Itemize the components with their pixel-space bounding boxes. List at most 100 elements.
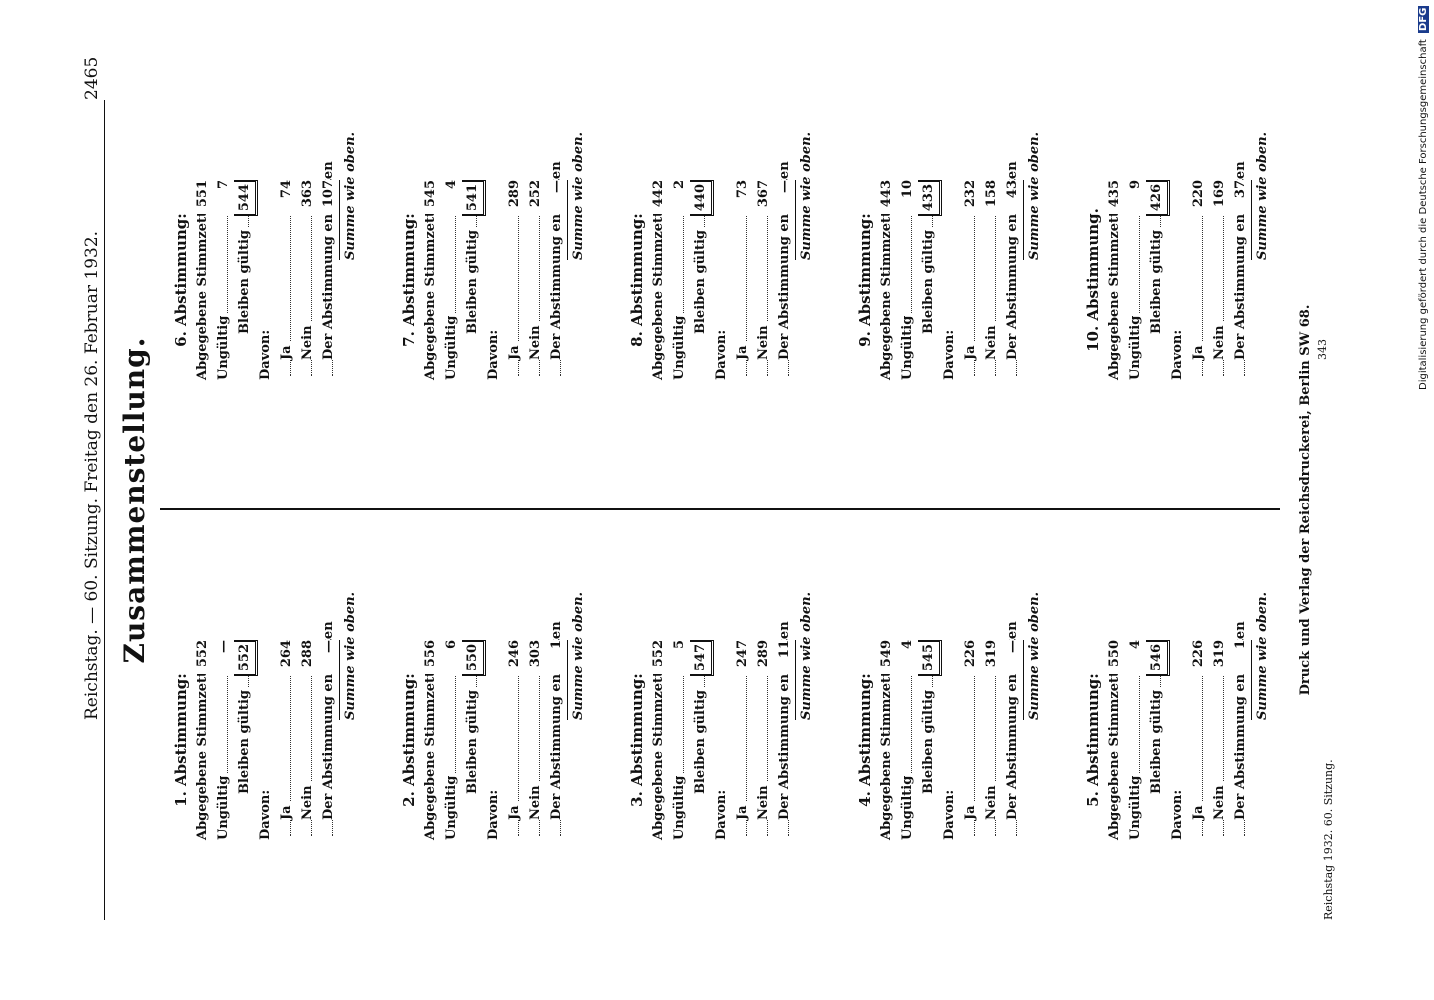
davon-row: Davon: (711, 640, 732, 840)
label-bleiben: Bleiben gültig (234, 687, 255, 794)
vote-row: Nein 169 (1209, 180, 1230, 380)
label-summe: Summe wie oben. (1027, 131, 1042, 260)
label-ja: Ja (960, 802, 981, 820)
label-abgegebene: Abgegebene Stimmzettel (876, 654, 897, 840)
vote-title: 3. Abstimmung: (628, 673, 646, 807)
label-abgegebene: Abgegebene Stimmzettel (192, 194, 213, 380)
vote-block: 9. Abstimmung: Abgegebene Stimmzettel 443 U… (854, 132, 1045, 380)
vote-row: Bleiben gültig 426 (1146, 180, 1170, 380)
vote-row: Der Abstimmung enthalten 11 (774, 618, 795, 840)
value-ja: 226 (960, 640, 981, 674)
vote-block: 6. Abstimmung: Abgegebene Stimmzettel 551 U… (170, 132, 361, 380)
vote-row: Nein 367 (753, 180, 774, 380)
summe-row: Summe wie oben. (339, 592, 361, 720)
vote-row: Der Abstimmung enthalten 1 (1230, 618, 1251, 840)
digitization-text: Digitalisierung gefördert durch die Deut… (1418, 39, 1429, 390)
vote-row: Ungültig 4 (1125, 640, 1146, 840)
value-abgegeben: 556 (420, 640, 441, 674)
bottom-number: 343 (1316, 339, 1329, 360)
header-rule (104, 100, 105, 920)
value-nein: 289 (753, 640, 774, 674)
label-davon: Davon: (711, 786, 732, 840)
label-davon: Davon: (1167, 326, 1188, 380)
label-nein: Nein (981, 322, 1002, 360)
value-ja: 232 (960, 180, 981, 214)
davon-row: Davon: (255, 180, 276, 380)
vote-row: Nein 303 (525, 640, 546, 840)
vote-row: Nein 288 (297, 640, 318, 840)
label-bleiben: Bleiben gültig (918, 687, 939, 794)
vote-row: Ungültig 10 (897, 180, 918, 380)
vote-block: 5. Abstimmung: Abgegebene Stimmzettel 550 U… (1082, 592, 1273, 840)
value-ungueltig: 5 (669, 640, 690, 674)
davon-row: Davon: (483, 180, 504, 380)
vote-row: Ungültig 7 (213, 180, 234, 380)
label-ja: Ja (1188, 802, 1209, 820)
label-davon: Davon: (483, 326, 504, 380)
vote-row: Der Abstimmung enthalten — (546, 158, 567, 380)
label-abgegebene: Abgegebene Stimmzettel (648, 194, 669, 380)
label-nein: Nein (525, 322, 546, 360)
value-abgegeben: 545 (420, 180, 441, 214)
value-ungueltig: 4 (1125, 640, 1146, 674)
vote-row: Abgegebene Stimmzettel 435 (1104, 180, 1125, 380)
vote-row: Bleiben gültig 546 (1146, 640, 1170, 840)
value-nein: 303 (525, 640, 546, 674)
vote-title: 7. Abstimmung: (400, 213, 418, 347)
label-ja: Ja (276, 342, 297, 360)
vote-row: Nein 319 (981, 640, 1002, 840)
value-ungueltig: 7 (213, 180, 234, 214)
vote-row: Der Abstimmung enthalten 37 (1230, 158, 1251, 380)
vote-row: Der Abstimmung enthalten 43 (1002, 158, 1023, 380)
label-summe: Summe wie oben. (571, 131, 586, 260)
label-ja: Ja (276, 802, 297, 820)
vote-row: Ungültig 5 (669, 640, 690, 840)
value-ja: 264 (276, 640, 297, 674)
value-nein: 169 (1209, 180, 1230, 214)
davon-row: Davon: (1167, 180, 1188, 380)
vote-row: Bleiben gültig 552 (234, 640, 258, 840)
value-ja: 220 (1188, 180, 1209, 214)
label-summe: Summe wie oben. (343, 131, 358, 260)
value-ungueltig: 4 (897, 640, 918, 674)
label-nein: Nein (753, 322, 774, 360)
summe-row: Summe wie oben. (339, 132, 361, 260)
vote-block: 7. Abstimmung: Abgegebene Stimmzettel 545 U… (398, 132, 589, 380)
davon-row: Davon: (711, 180, 732, 380)
value-abgegeben: 551 (192, 180, 213, 214)
vote-row: Abgegebene Stimmzettel 545 (420, 180, 441, 380)
vote-row: Abgegebene Stimmzettel 443 (876, 180, 897, 380)
value-ungueltig: 9 (1125, 180, 1146, 214)
vote-title: 5. Abstimmung: (1084, 673, 1102, 807)
vote-title: 1. Abstimmung: (172, 673, 190, 807)
vote-row: Ja 220 (1188, 180, 1209, 380)
value-abgegeben: 442 (648, 180, 669, 214)
vote-row: Bleiben gültig 541 (462, 180, 486, 380)
running-header: Reichstag. — 60. Sitzung. Freitag den 26… (82, 230, 102, 720)
value-ja: 73 (732, 180, 753, 214)
label-summe: Summe wie oben. (343, 591, 358, 720)
vote-row: Abgegebene Stimmzettel 551 (192, 180, 213, 380)
value-enthalten: 37 (1230, 180, 1251, 214)
label-ungueltig: Ungültig (669, 312, 690, 380)
vote-row: Ungültig — (213, 640, 234, 840)
label-abgegebene: Abgegebene Stimmzettel (1104, 194, 1125, 380)
vote-row: Ja 289 (504, 180, 525, 380)
vote-title: 4. Abstimmung: (856, 673, 874, 807)
vote-row: Abgegebene Stimmzettel 552 (648, 640, 669, 840)
value-nein: 319 (981, 640, 1002, 674)
value-ungueltig: 6 (441, 640, 462, 674)
value-enthalten: — (546, 180, 567, 214)
label-nein: Nein (525, 782, 546, 820)
label-bleiben: Bleiben gültig (462, 687, 483, 794)
value-abgegeben: 552 (648, 640, 669, 674)
value-ja: 74 (276, 180, 297, 214)
vote-row: Bleiben gültig 550 (462, 640, 486, 840)
label-bleiben: Bleiben gültig (1146, 687, 1167, 794)
vote-title: 2. Abstimmung: (400, 673, 418, 807)
summe-row: Summe wie oben. (1251, 592, 1273, 720)
label-ja: Ja (504, 802, 525, 820)
summe-row: Summe wie oben. (1023, 592, 1045, 720)
vote-row: Der Abstimmung enthalten — (318, 618, 339, 840)
